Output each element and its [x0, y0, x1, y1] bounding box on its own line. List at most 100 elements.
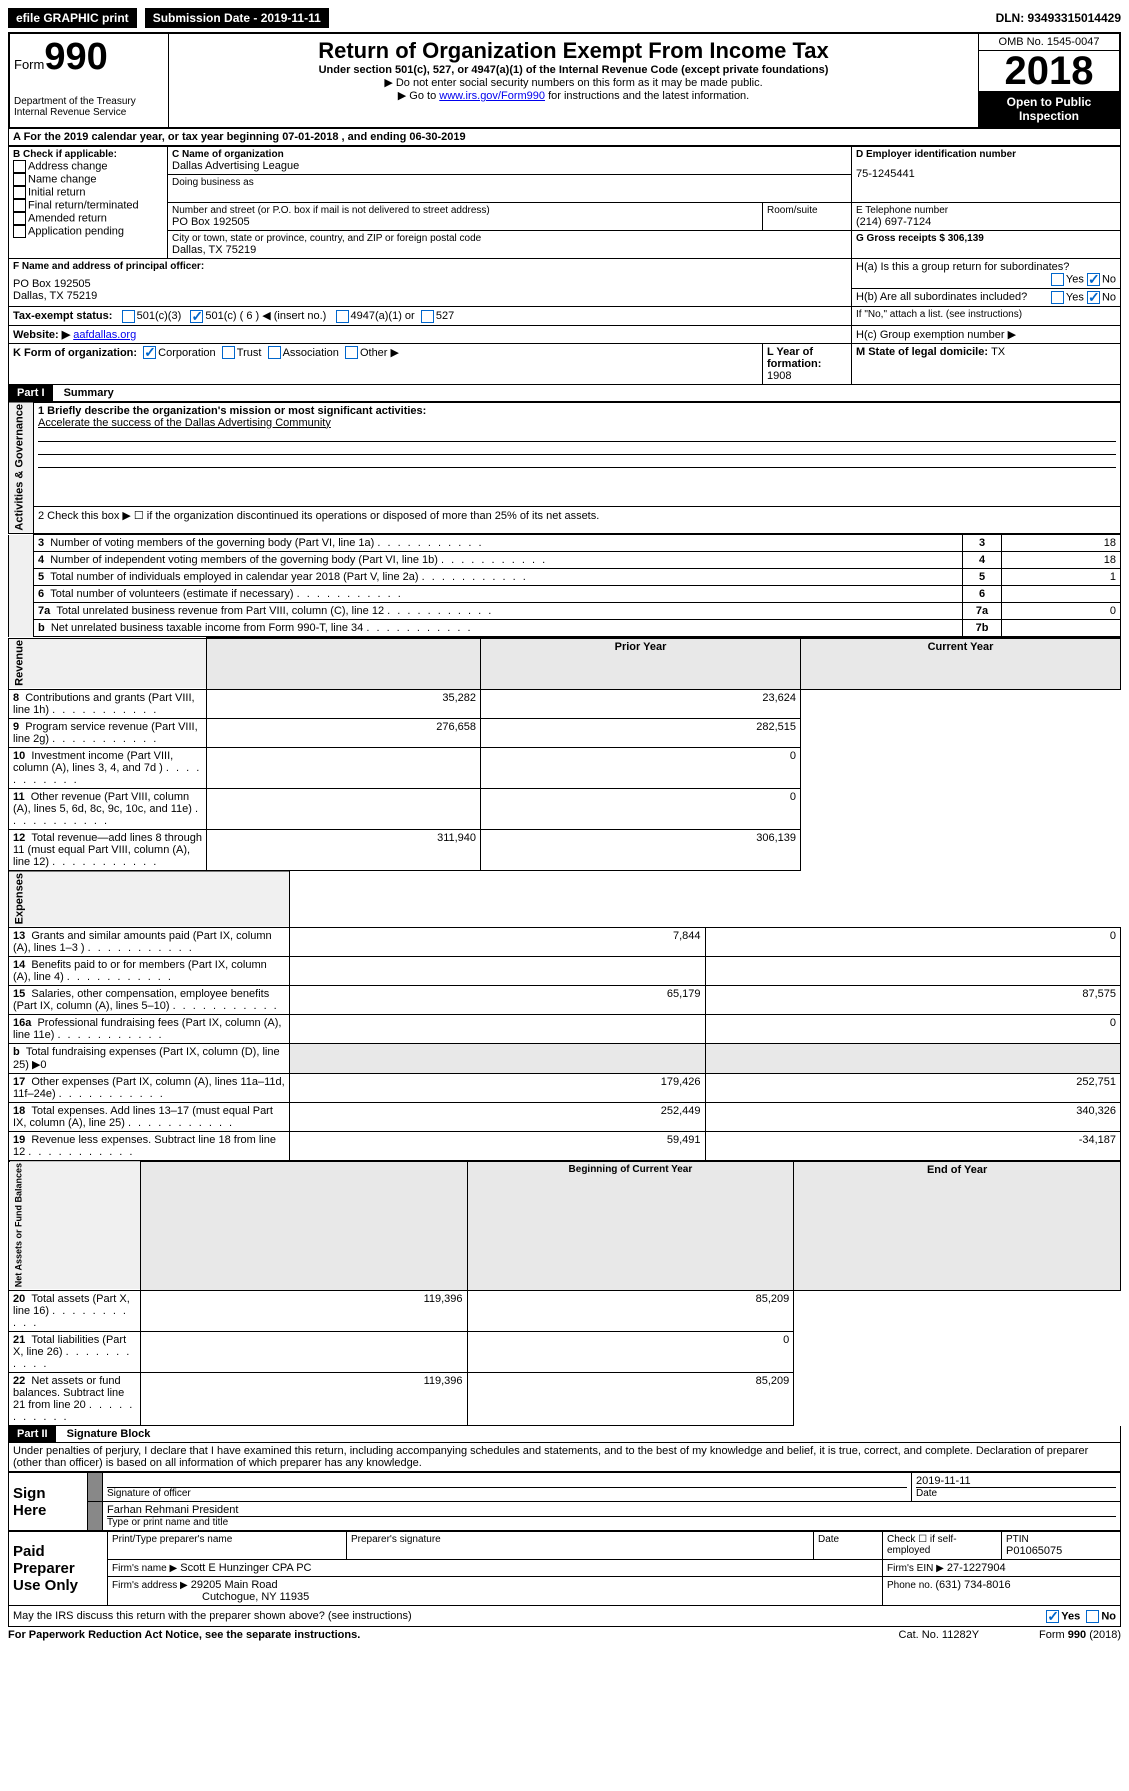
efile-btn[interactable]: efile GRAPHIC print [8, 8, 137, 28]
website-label: Website: ▶ [13, 329, 70, 341]
current-value: 23,624 [481, 689, 801, 718]
sig-date-value: 2019-11-11 [916, 1475, 1116, 1488]
hb-note: If "No," attach a list. (see instruction… [856, 309, 1116, 320]
row-text: 17 Other expenses (Part IX, column (A), … [9, 1073, 290, 1102]
q1-label: 1 Briefly describe the organization's mi… [38, 405, 1116, 417]
status-501c[interactable]: 501(c) ( 6 ) ◀ (insert no.) [205, 310, 326, 322]
opt-amended[interactable]: Amended return [28, 212, 107, 224]
prior-value: 7,844 [290, 927, 705, 956]
row-text: b Net unrelated business taxable income … [34, 620, 963, 637]
discuss-no[interactable]: No [1101, 1611, 1116, 1623]
row-value: 0 [1002, 603, 1121, 620]
row-text: 10 Investment income (Part VIII, column … [9, 747, 207, 788]
identification-table: B Check if applicable: Address change Na… [8, 146, 1121, 385]
prior-value [290, 1014, 705, 1043]
row-text: 8 Contributions and grants (Part VIII, l… [9, 689, 207, 718]
row-num-label: 7b [963, 620, 1002, 637]
firm-addr-1: 29205 Main Road [191, 1579, 278, 1591]
addr-label: Number and street (or P.O. box if mail i… [172, 205, 758, 216]
dept-2: Internal Revenue Service [14, 107, 164, 118]
opt-final-return[interactable]: Final return/terminated [28, 199, 139, 211]
k-assoc[interactable]: Association [283, 347, 339, 359]
part-2-header: Part II Signature Block [8, 1426, 1121, 1443]
prior-value: 65,179 [290, 985, 705, 1014]
part-1-header: Part I Summary [8, 385, 1121, 402]
tax-status-label: Tax-exempt status: [13, 310, 112, 322]
footer-mid: Cat. No. 11282Y [899, 1629, 980, 1641]
opt-application[interactable]: Application pending [28, 225, 124, 237]
sig-officer-label: Signature of officer [107, 1488, 907, 1499]
part-2-subtitle: Signature Block [67, 1428, 151, 1440]
vert-revenue: Revenue [9, 638, 207, 689]
row-value: 1 [1002, 569, 1121, 586]
form-note-2: ▶ Go to www.irs.gov/Form990 for instruct… [177, 89, 970, 102]
hb-label: H(b) Are all subordinates included? [856, 291, 1027, 303]
revenue-table: Revenue Prior Year Current Year 8 Contri… [8, 637, 1121, 870]
line-m-val: TX [991, 346, 1005, 358]
org-name: Dallas Advertising League [172, 160, 847, 172]
discuss-row: May the IRS discuss this return with the… [8, 1606, 1121, 1627]
col-begin: Beginning of Current Year [467, 1161, 794, 1290]
city-label: City or town, state or province, country… [172, 233, 847, 244]
current-value: 0 [705, 927, 1121, 956]
note2-post: for instructions and the latest informat… [545, 90, 749, 102]
row-text: 6 Total number of volunteers (estimate i… [34, 586, 963, 603]
opt-initial-return[interactable]: Initial return [28, 186, 85, 198]
header-bar: efile GRAPHIC print Submission Date - 20… [8, 8, 1121, 28]
row-text: 11 Other revenue (Part VIII, column (A),… [9, 788, 207, 829]
irs-link[interactable]: www.irs.gov/Form990 [439, 90, 545, 102]
website-link[interactable]: aafdallas.org [73, 329, 136, 341]
submission-btn[interactable]: Submission Date - 2019-11-11 [145, 8, 329, 28]
k-other[interactable]: Other ▶ [360, 347, 399, 359]
col-current: Current Year [801, 638, 1121, 689]
discuss-yes[interactable]: Yes [1061, 1611, 1080, 1623]
row-value [1002, 586, 1121, 603]
vert-activities: Activities & Governance [9, 402, 34, 534]
prep-date-label: Date [818, 1534, 878, 1545]
ptin-label: PTIN [1006, 1534, 1116, 1545]
current-value [705, 956, 1121, 985]
row-text: 21 Total liabilities (Part X, line 26) [9, 1332, 141, 1373]
vert-expenses: Expenses [9, 871, 290, 927]
col-prior: Prior Year [481, 638, 801, 689]
k-corp[interactable]: Corporation [158, 347, 215, 359]
form-label: Form [14, 57, 44, 72]
form-number: 990 [44, 36, 107, 78]
current-value: 85,209 [467, 1373, 794, 1426]
org-address: PO Box 192505 [172, 216, 758, 228]
status-527[interactable]: 527 [436, 310, 454, 322]
opt-address-change[interactable]: Address change [28, 160, 108, 172]
hc-label: H(c) Group exemption number ▶ [856, 329, 1016, 341]
officer-addr2: Dallas, TX 75219 [13, 290, 847, 302]
prior-value: 311,940 [207, 829, 481, 870]
current-value: 0 [705, 1014, 1121, 1043]
prior-value [207, 747, 481, 788]
prep-sig-label: Preparer's signature [351, 1534, 809, 1545]
dept-1: Department of the Treasury [14, 96, 164, 107]
k-trust[interactable]: Trust [237, 347, 262, 359]
row-text: 22 Net assets or fund balances. Subtract… [9, 1373, 141, 1426]
row-value: 18 [1002, 552, 1121, 569]
footer-right: Form 990 (2018) [1039, 1629, 1121, 1641]
declaration-text: Under penalties of perjury, I declare th… [8, 1443, 1121, 1472]
current-value: 306,139 [481, 829, 801, 870]
opt-name-change[interactable]: Name change [28, 173, 97, 185]
status-501c3[interactable]: 501(c)(3) [137, 310, 182, 322]
signature-table: Sign Here Signature of officer 2019-11-1… [8, 1472, 1121, 1531]
row-text: 13 Grants and similar amounts paid (Part… [9, 927, 290, 956]
box-c-name-label: C Name of organization [172, 149, 847, 160]
inspection-label: Open to Public Inspection [979, 91, 1119, 127]
form-title: Return of Organization Exempt From Incom… [177, 38, 970, 64]
row-text: 18 Total expenses. Add lines 13–17 (must… [9, 1102, 290, 1131]
firm-addr-2: Cutchogue, NY 11935 [202, 1591, 878, 1603]
prior-value: 252,449 [290, 1102, 705, 1131]
line-m-label: M State of legal domicile: [856, 346, 991, 358]
discuss-text: May the IRS discuss this return with the… [13, 1610, 412, 1622]
title-box: Return of Organization Exempt From Incom… [169, 34, 978, 127]
prior-value [290, 1043, 705, 1073]
officer-addr1: PO Box 192505 [13, 278, 847, 290]
prior-value: 59,491 [290, 1131, 705, 1160]
status-4947[interactable]: 4947(a)(1) or [351, 310, 415, 322]
row-text: 16a Professional fundraising fees (Part … [9, 1014, 290, 1043]
ha-label: H(a) Is this a group return for subordin… [856, 261, 1069, 273]
